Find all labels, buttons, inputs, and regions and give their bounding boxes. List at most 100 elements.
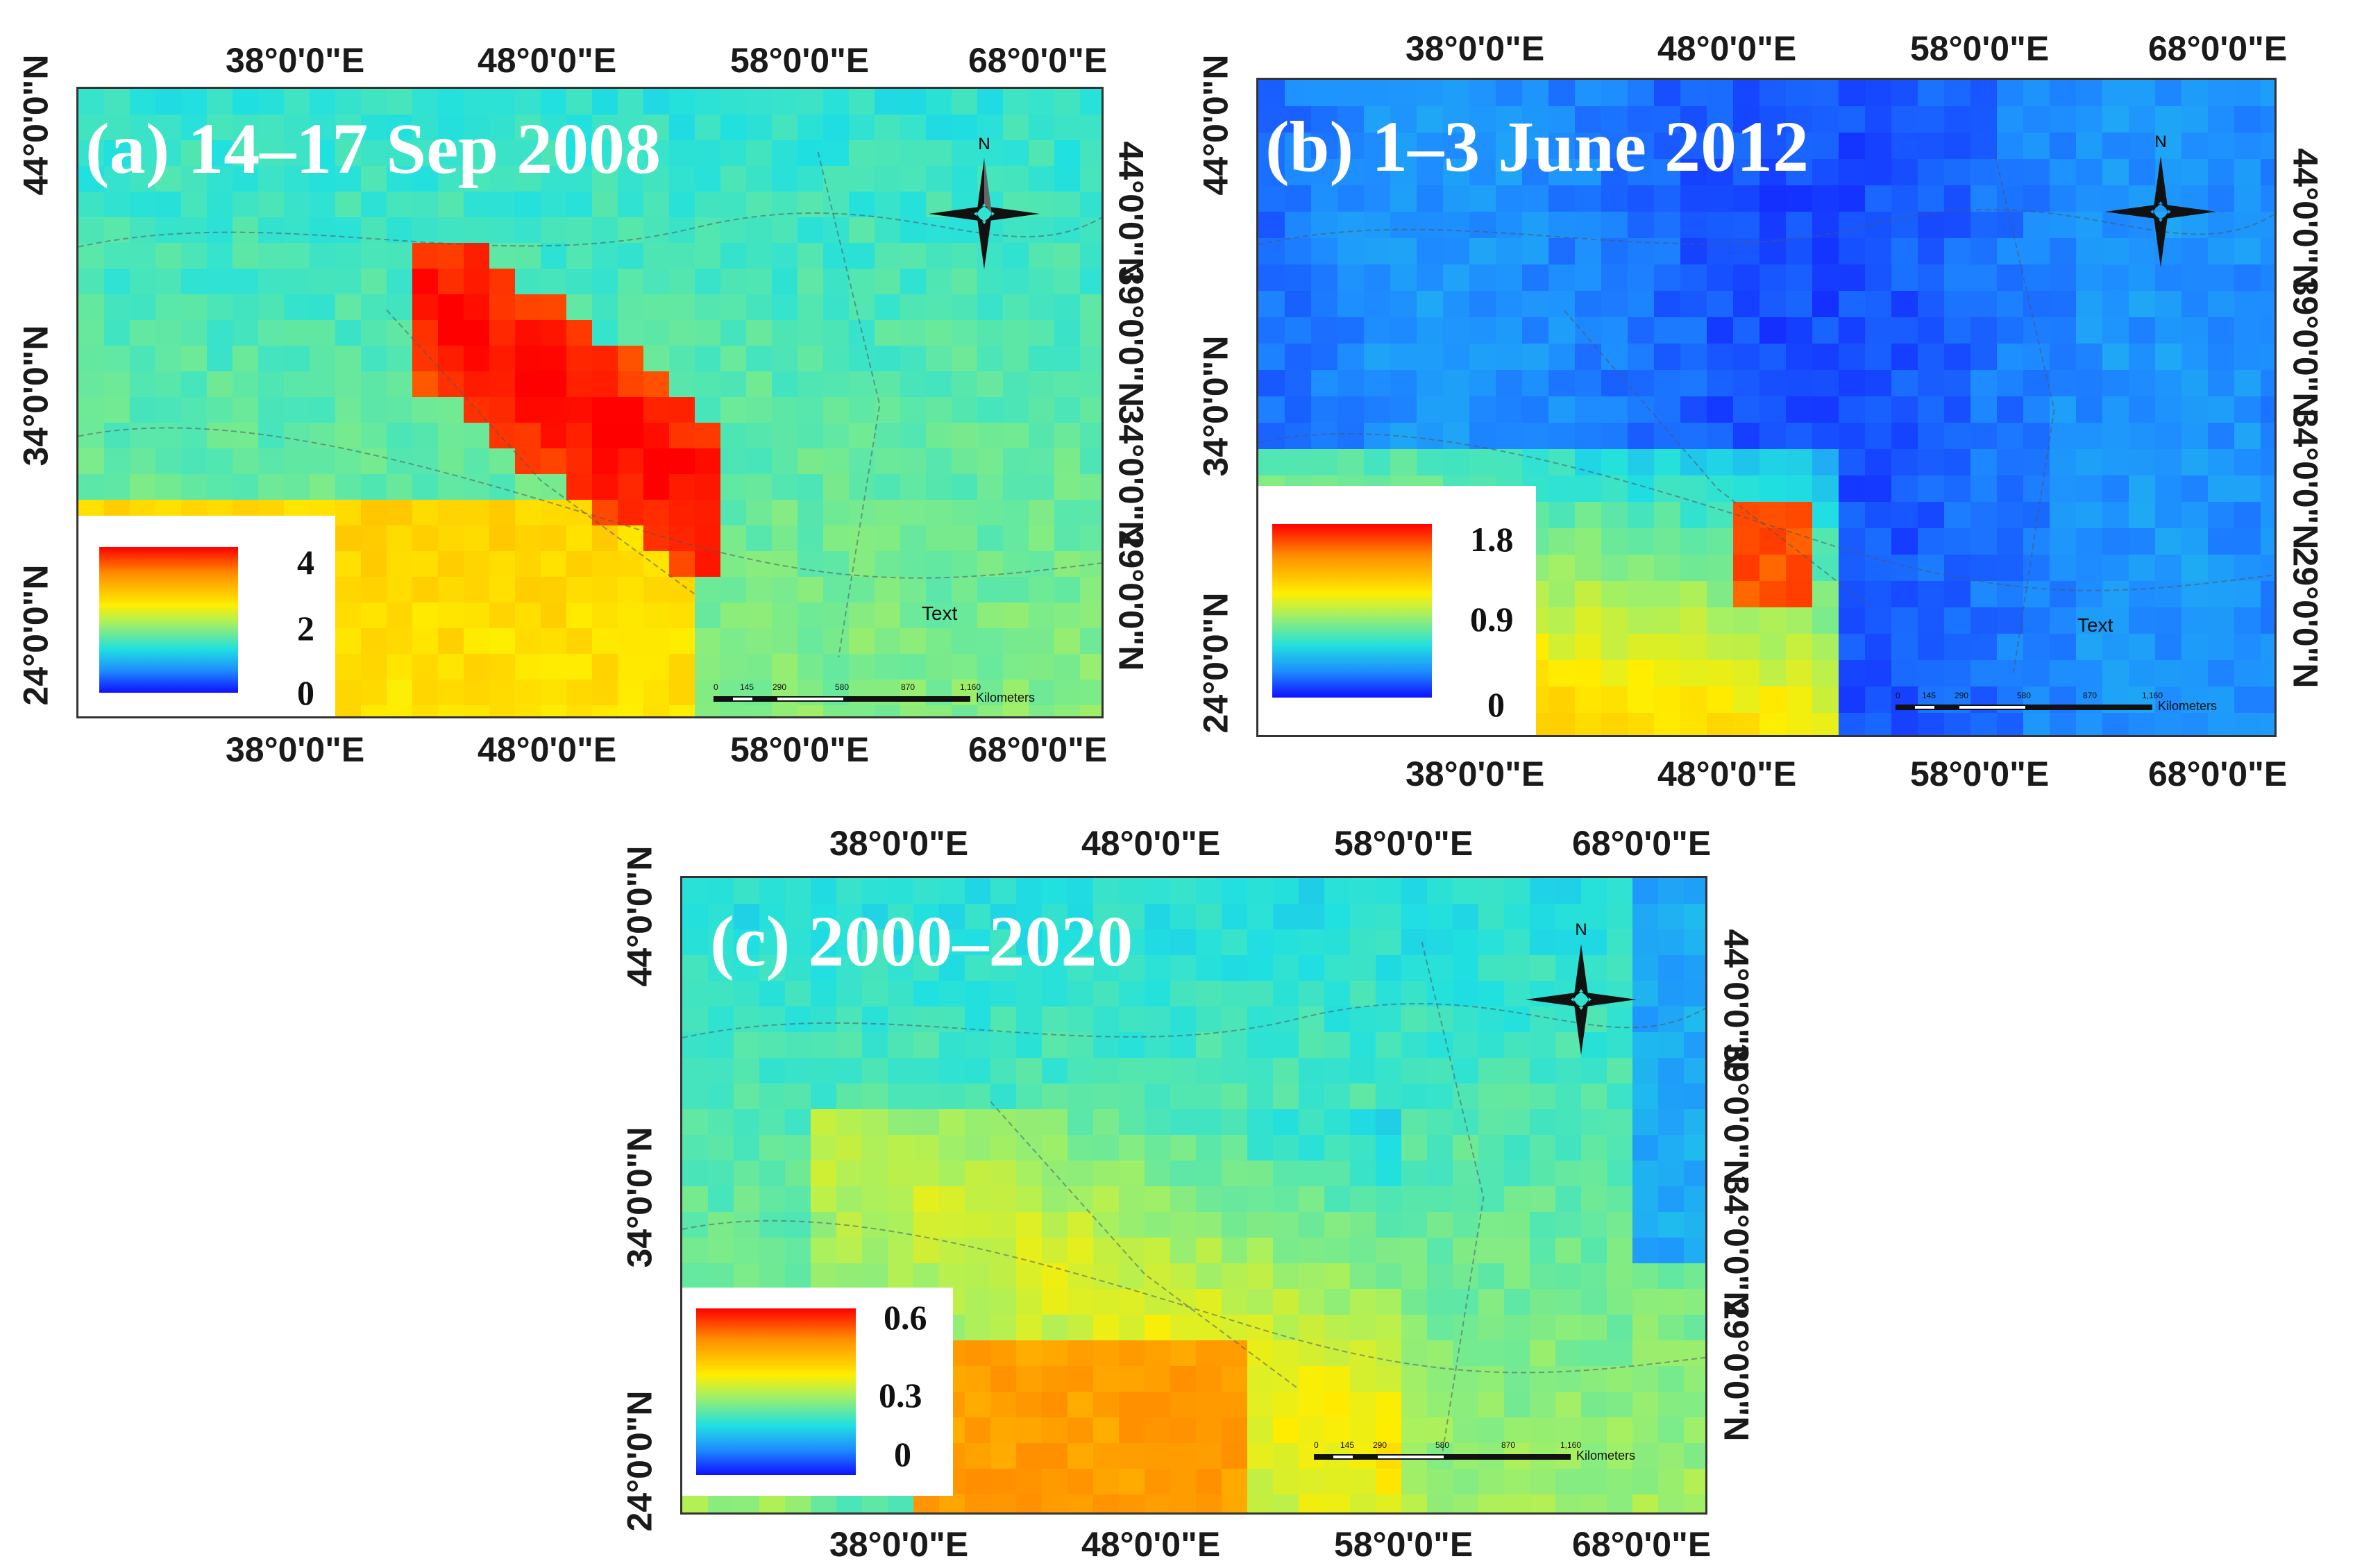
scale-tick-145: 145 [1922,691,1936,700]
top-lon-label-58: 58°0'0"E [730,41,870,80]
right-lat-label-39: 39°0'0"N [2286,276,2325,418]
right-lat-label-29: 29°0'0"N [1716,1300,1756,1442]
legend-mid-b: 0.9 [1470,600,1514,639]
bottom-lon-label-48: 48°0'0"E [478,730,617,769]
right-lat-label-29: 29°0'0"N [2286,547,2325,689]
left-lat-label-24: 24°0'0"N [16,564,56,706]
scale-tick-290: 290 [1955,691,1969,700]
legend-mid-c: 0.3 [879,1376,922,1415]
legend-b: 1.8 0.9 0 [1258,486,1536,735]
placeholder-text-a: Text [922,602,958,624]
colorbar-b [1272,524,1432,698]
right-lat-label-34: 34°0'0"N [2286,408,2325,550]
scale-tick-0: 0 [1896,691,1900,700]
placeholder-text-b: Text [2077,614,2113,636]
left-lat-label-34: 34°0'0"N [620,1127,659,1268]
bottom-lon-label-68: 68°0'0"E [1572,1525,1712,1564]
top-lon-label-68: 68°0'0"E [1572,824,1712,863]
scale-unit: Kilometers [1576,1449,1636,1462]
legend-min-a: 0 [297,673,314,712]
bottom-lon-label-48: 48°0'0"E [1081,1525,1221,1564]
scale-tick-580: 580 [2017,691,2032,700]
colorbar-c [696,1308,856,1475]
bottom-lon-label-68: 68°0'0"E [2148,755,2288,793]
bottom-lon-label-48: 48°0'0"E [1657,755,1797,793]
bottom-lon-label-68: 68°0'0"E [968,730,1108,769]
legend-min-c: 0 [894,1435,911,1474]
top-lon-label-38: 38°0'0"E [226,41,365,80]
panel-title-a: (a) 14–17 Sep 2008 [85,109,661,189]
map-c: (c) 2000–2020 N 0.6 0.3 0 0 145 290 580 … [680,876,1707,1515]
legend-c: 0.6 0.3 0 [682,1288,953,1496]
legend-a: 4 2 0 [78,516,335,716]
scale-unit: Kilometers [976,691,1036,705]
map-b: (b) 1–3 June 2012 N 1.8 0.9 0 Text 0 145… [1256,78,2277,737]
top-lon-label-38: 38°0'0"E [829,824,969,863]
scale-tick-1160: 1,160 [1560,1440,1582,1450]
left-lat-label-24: 24°0'0"N [620,1390,659,1532]
scale-bar-c: 0 145 290 580 870 1,160 Kilometers [1314,1440,1635,1468]
left-lat-label-34: 34°0'0"N [16,325,56,466]
left-lat-label-34: 34°0'0"N [1196,335,1235,477]
top-lon-label-38: 38°0'0"E [1406,29,1545,68]
scale-tick-145: 145 [740,682,754,692]
top-lon-label-48: 48°0'0"E [1657,29,1797,68]
bottom-lon-label-58: 58°0'0"E [1910,755,2050,793]
aod-grid-a [78,89,1101,716]
panel-title-b: (b) 1–3 June 2012 [1265,107,1809,187]
north-arrow-icon: N [2105,133,2216,267]
scale-tick-0: 0 [714,682,718,692]
scale-tick-870: 870 [2083,691,2097,700]
scale-tick-0: 0 [1314,1440,1319,1450]
scale-bar-b: 0 145 290 580 870 1,160 Kilometers [1896,691,2217,718]
bottom-lon-label-38: 38°0'0"E [1406,755,1545,793]
legend-max-c: 0.6 [884,1298,927,1337]
right-lat-label-34: 34°0'0"N [1111,405,1151,546]
panel-b: 38°0'0"E 48°0'0"E 58°0'0"E 68°0'0"E 44°0… [1180,0,2355,798]
top-lon-label-68: 68°0'0"E [2148,29,2288,68]
bottom-lon-label-38: 38°0'0"E [829,1525,969,1564]
top-lon-label-48: 48°0'0"E [1081,824,1221,863]
scale-bar-a: 0 145 290 580 870 1,160 Kilometers [714,682,1035,710]
panel-c: 38°0'0"E 48°0'0"E 58°0'0"E 68°0'0"E 44°0… [604,805,1770,1568]
compass-letter: N [978,135,990,153]
left-lat-label-44: 44°0'0"N [1196,54,1235,196]
compass-letter: N [2154,133,2166,151]
right-lat-label-44: 44°0'0"N [2286,148,2325,289]
scale-tick-290: 290 [773,682,787,692]
scale-tick-870: 870 [1501,1440,1516,1450]
top-lon-label-68: 68°0'0"E [968,41,1108,80]
top-lon-label-48: 48°0'0"E [478,41,617,80]
right-lat-label-39: 39°0'0"N [1111,266,1151,407]
map-a: (a) 14–17 Sep 2008 N 4 2 0 Text 0 145 29… [76,87,1104,718]
left-lat-label-24: 24°0'0"N [1196,592,1235,734]
legend-max-b: 1.8 [1470,520,1514,559]
scale-tick-145: 145 [1340,1440,1355,1450]
right-lat-label-44: 44°0'0"N [1111,141,1151,283]
scale-tick-870: 870 [901,682,915,692]
bottom-lon-label-58: 58°0'0"E [730,730,870,769]
scale-tick-580: 580 [1435,1440,1450,1450]
north-arrow-icon: N [1526,920,1637,1055]
compass-letter: N [1575,920,1587,939]
left-lat-label-44: 44°0'0"N [16,54,56,196]
scale-unit: Kilometers [2158,699,2218,713]
right-lat-label-29: 29°0'0"N [1111,530,1151,671]
panel-title-c: (c) 2000–2020 [710,902,1133,981]
legend-max-a: 4 [297,543,314,582]
right-lat-label-39: 39°0'0"N [1716,1043,1756,1185]
top-lon-label-58: 58°0'0"E [1910,29,2050,68]
right-lat-label-34: 34°0'0"N [1716,1175,1756,1317]
legend-mid-a: 2 [297,609,314,648]
bottom-lon-label-58: 58°0'0"E [1334,1525,1474,1564]
scale-tick-580: 580 [835,682,850,692]
top-lon-label-58: 58°0'0"E [1334,824,1474,863]
north-arrow-icon: N [929,135,1040,269]
scale-tick-290: 290 [1373,1440,1387,1450]
legend-min-b: 0 [1487,685,1505,724]
panel-a: 38°0'0"E 48°0'0"E 58°0'0"E 68°0'0"E 44°0… [0,0,1166,770]
scale-tick-1160: 1,160 [2142,691,2163,700]
scale-tick-1160: 1,160 [960,682,981,692]
left-lat-label-44: 44°0'0"N [620,845,659,987]
bottom-lon-label-38: 38°0'0"E [226,730,365,769]
